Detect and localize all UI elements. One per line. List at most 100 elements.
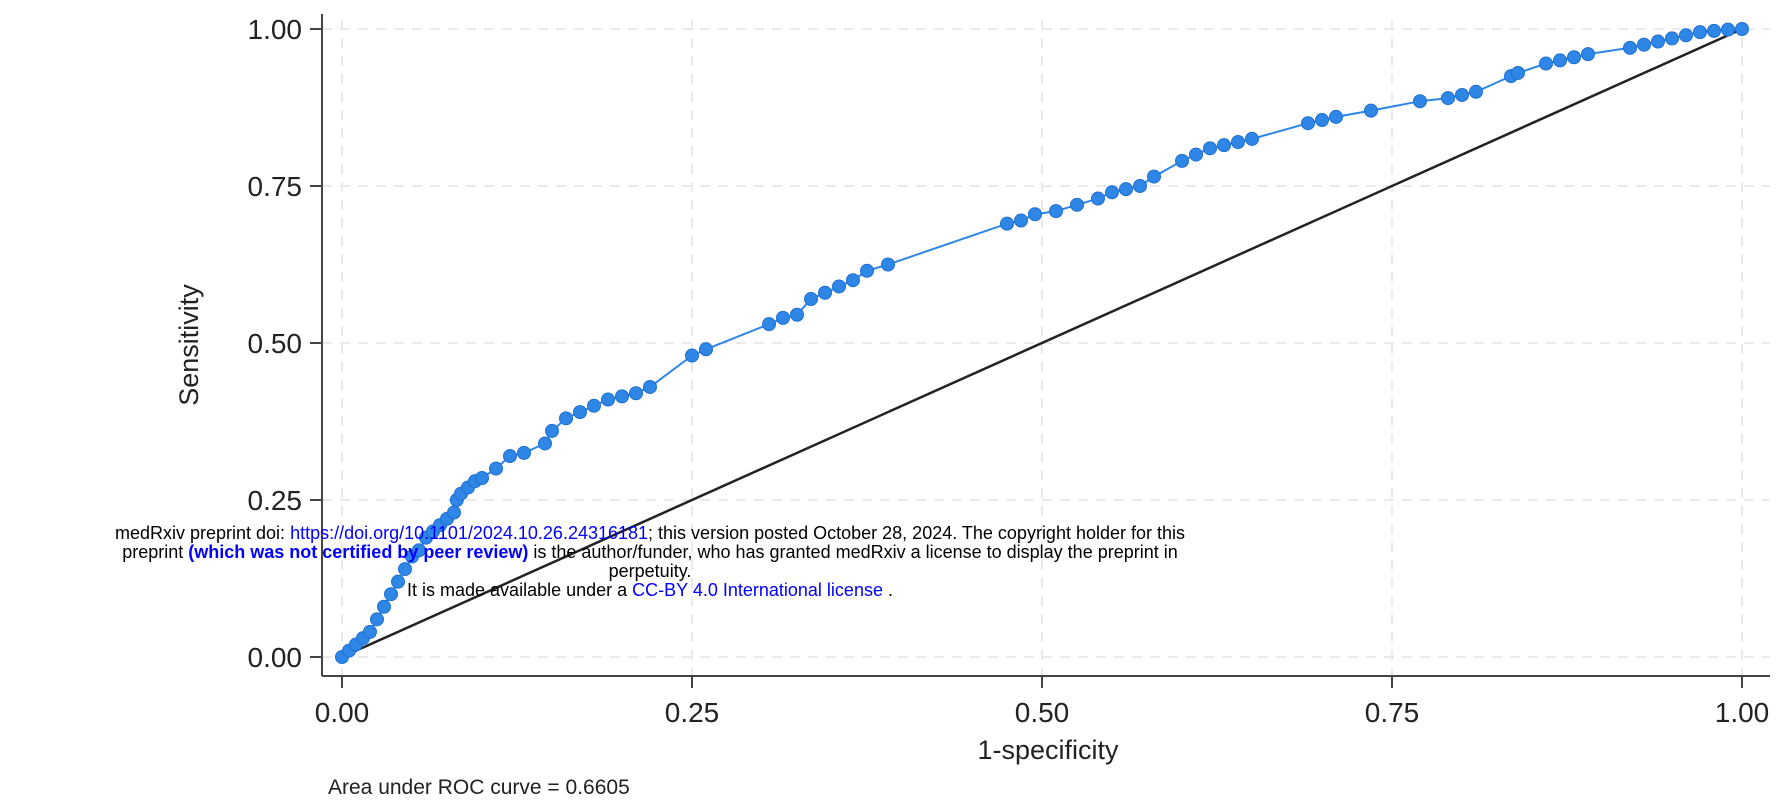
x-tick-label: 0.50 [1015, 697, 1070, 728]
roc-point [1441, 91, 1455, 106]
roc-point [1469, 84, 1483, 99]
roc-point [1364, 103, 1378, 118]
banner-line-3: perpetuity. [0, 562, 1300, 581]
roc-point [1245, 131, 1259, 146]
roc-point [559, 411, 573, 426]
roc-point [1189, 147, 1203, 162]
roc-point [1091, 191, 1105, 206]
roc-point [1119, 182, 1133, 197]
roc-point [1070, 197, 1084, 212]
roc-point [1301, 116, 1315, 131]
roc-point [818, 285, 832, 300]
banner-text: . [882, 580, 893, 600]
roc-point [1623, 40, 1637, 55]
roc-point [1679, 28, 1693, 43]
roc-point [699, 342, 713, 357]
roc-point [517, 445, 531, 460]
reference-diagonal [341, 27, 1743, 659]
ticks: 0.00 0.25 0.50 0.75 1.00 0.00 0.25 0.50 0.75 1.00 [248, 14, 1770, 728]
y-tick-label: 1.00 [248, 14, 303, 45]
roc-point [384, 587, 398, 602]
banner-text: perpetuity. [608, 561, 692, 581]
roc-point [1413, 94, 1427, 109]
roc-point [1175, 153, 1189, 168]
roc-point [377, 599, 391, 614]
roc-point [832, 279, 846, 294]
roc-point [629, 386, 643, 401]
preprint-banner: medRxiv preprint doi: https://doi.org/10… [0, 524, 1300, 600]
roc-point [1329, 109, 1343, 124]
peer-review-notice: (which was not certified by peer review) [188, 542, 529, 562]
roc-point [1105, 185, 1119, 200]
roc-point [587, 398, 601, 413]
roc-point [762, 317, 776, 332]
roc-point [1315, 113, 1329, 128]
y-tick-label: 0.00 [248, 642, 303, 673]
y-tick-label: 0.75 [248, 171, 303, 202]
roc-point [1049, 204, 1063, 219]
roc-point [1000, 216, 1014, 231]
roc-point [1651, 34, 1665, 49]
x-tick-label: 0.75 [1365, 697, 1420, 728]
banner-line-4: It is made available under a CC-BY 4.0 I… [0, 581, 1300, 600]
roc-point [1455, 87, 1469, 102]
y-tick-label: 0.25 [248, 485, 303, 516]
reference-line [341, 27, 1743, 659]
roc-point [1231, 135, 1245, 150]
roc-point [1581, 47, 1595, 62]
roc-point [1567, 50, 1581, 65]
banner-line-1: medRxiv preprint doi: https://doi.org/10… [0, 524, 1300, 543]
roc-point [1028, 207, 1042, 222]
doi-link[interactable]: https://doi.org/10.1101/2024.10.26.24316… [290, 523, 649, 543]
roc-point [503, 449, 517, 464]
banner-line-2: preprint (which was not certified by pee… [0, 543, 1300, 562]
roc-point [685, 348, 699, 363]
roc-point [573, 405, 587, 420]
roc-point [1147, 169, 1161, 184]
roc-point [1707, 23, 1721, 38]
y-axis-title: Sensitivity [174, 284, 204, 406]
banner-text: medRxiv preprint doi: [114, 523, 291, 543]
roc-point [1133, 179, 1147, 193]
roc-point [601, 392, 615, 407]
roc-point [1553, 53, 1567, 68]
roc-point [370, 612, 384, 627]
banner-text: ; this version posted October 28, 2024. … [648, 523, 1186, 543]
banner-text: It is made available under a [407, 580, 633, 600]
roc-point [846, 273, 860, 288]
banner-text: is the author/funder, who has granted me… [528, 542, 1178, 562]
x-tick-label: 0.00 [315, 697, 370, 728]
roc-point [1721, 22, 1735, 37]
roc-point [363, 624, 377, 639]
license-link[interactable]: CC-BY 4.0 International license [632, 580, 883, 600]
banner-text: preprint [122, 542, 189, 562]
roc-point [1665, 31, 1679, 46]
auc-note: Area under ROC curve = 0.6605 [328, 776, 630, 799]
roc-point [615, 389, 629, 404]
roc-point [776, 310, 790, 325]
x-tick-label: 0.25 [665, 697, 720, 728]
x-tick-label: 1.00 [1715, 697, 1770, 728]
roc-point [1014, 213, 1028, 228]
roc-point [881, 257, 895, 272]
roc-point [1735, 22, 1749, 36]
roc-point [804, 292, 818, 307]
roc-point [1693, 25, 1707, 40]
roc-point [1511, 65, 1525, 80]
axes [321, 14, 1770, 677]
roc-point [790, 307, 804, 322]
roc-point [412, 543, 426, 558]
roc-point [538, 436, 552, 451]
roc-point [489, 461, 503, 476]
roc-point [643, 379, 657, 394]
roc-point [391, 574, 405, 589]
roc-point [475, 471, 489, 486]
roc-point [1203, 141, 1217, 156]
roc-point [545, 423, 559, 438]
roc-point [1637, 37, 1651, 52]
grid-lines [322, 20, 1770, 676]
x-axis-title: 1-specificity [977, 735, 1119, 765]
roc-series [335, 22, 1749, 664]
